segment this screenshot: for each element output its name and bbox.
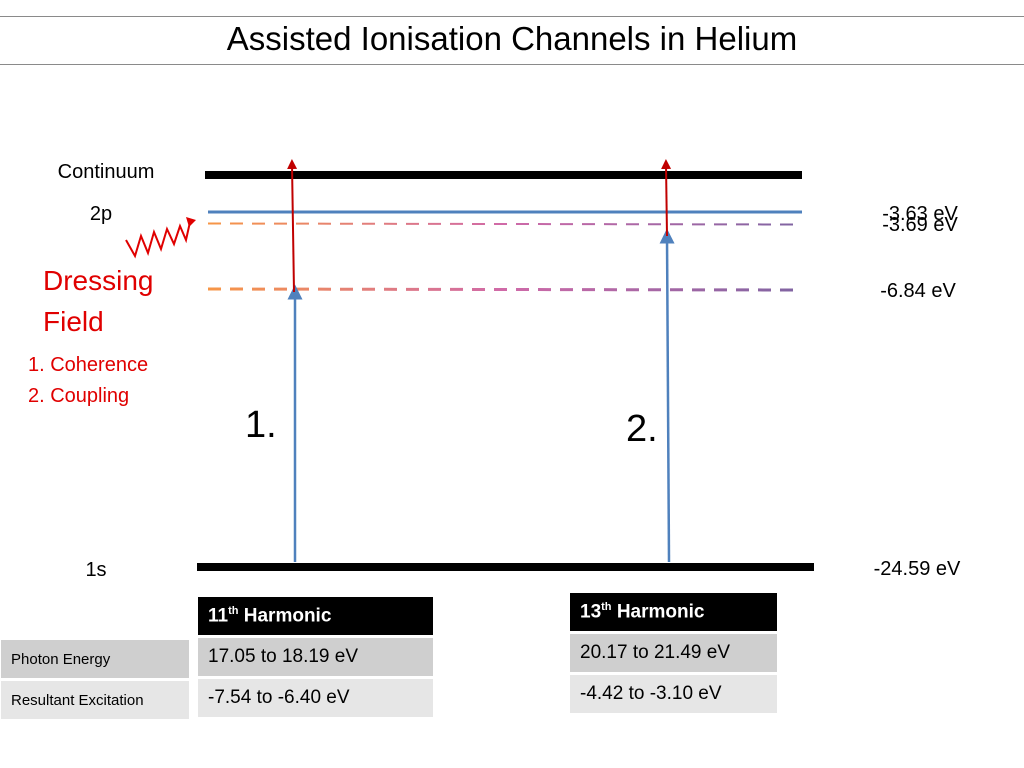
- harmonic-11-photon-energy: 17.05 to 18.19 eV: [198, 638, 433, 676]
- harmonic-11-header: 11th Harmonic: [198, 597, 433, 635]
- dressing-field-item-2: 2. Coupling: [28, 385, 129, 407]
- dressing-field-title-line2: Field: [43, 306, 104, 337]
- harmonic-13-resultant-excitation: -4.42 to -3.10 eV: [570, 675, 777, 713]
- dressed-level-line-upper: [207, 222, 799, 226]
- harmonic-11-table: 11th Harmonic 17.05 to 18.19 eV -7.54 to…: [198, 594, 433, 720]
- channel-2-label: 2.: [626, 408, 658, 450]
- harmonic-13-photon-energy: 20.17 to 21.49 eV: [570, 634, 777, 672]
- dressed-level-line-lower: [207, 287, 799, 292]
- title-bottom-rule: [0, 64, 1024, 65]
- harmonic-11-label: Harmonic: [243, 605, 332, 627]
- ionisation-arrow-1: [287, 159, 298, 293]
- harmonic-11-number: 11: [208, 605, 229, 627]
- energy-label-dressed-lower: -6.84 eV: [880, 280, 956, 302]
- ionisation-arrow-2: [661, 159, 672, 237]
- harmonic-11-suffix: th: [228, 604, 239, 617]
- slide-title: Assisted Ionisation Channels in Helium: [226, 20, 798, 57]
- dressing-field-wave-arrowhead-icon: [186, 217, 196, 227]
- harmonic-11-resultant-excitation: -7.54 to -6.40 eV: [198, 679, 433, 717]
- channel-1-label: 1.: [245, 404, 277, 446]
- dressing-field-item-1: 1. Coherence: [28, 354, 148, 376]
- harmonic-13-header: 13th Harmonic: [570, 593, 777, 631]
- row-labels-table: Photon Energy Resultant Excitation: [1, 637, 189, 722]
- row-label-resultant-excitation: Resultant Excitation: [1, 681, 189, 719]
- title-top-rule: [0, 16, 1024, 17]
- harmonic-13-number: 13: [580, 601, 602, 623]
- continuum-label: Continuum: [58, 161, 155, 183]
- harmonic-13-suffix: th: [601, 600, 612, 613]
- dressing-field-title-line1: Dressing: [43, 265, 153, 296]
- energy-label-dressed-upper: -3.69 eV: [882, 214, 958, 236]
- excitation-arrow-2: [659, 228, 675, 563]
- harmonic-13-label: Harmonic: [616, 601, 705, 623]
- row-label-photon-energy: Photon Energy: [1, 640, 189, 678]
- energy-label-1s: -24.59 eV: [874, 558, 961, 580]
- 1s-label: 1s: [85, 559, 106, 581]
- energy-label-2p: -3.63 eV: [882, 203, 958, 225]
- dressing-field-wave-icon: [125, 221, 191, 259]
- harmonic-13-table: 13th Harmonic 20.17 to 21.49 eV -4.42 to…: [570, 590, 777, 716]
- 2p-label: 2p: [90, 203, 112, 225]
